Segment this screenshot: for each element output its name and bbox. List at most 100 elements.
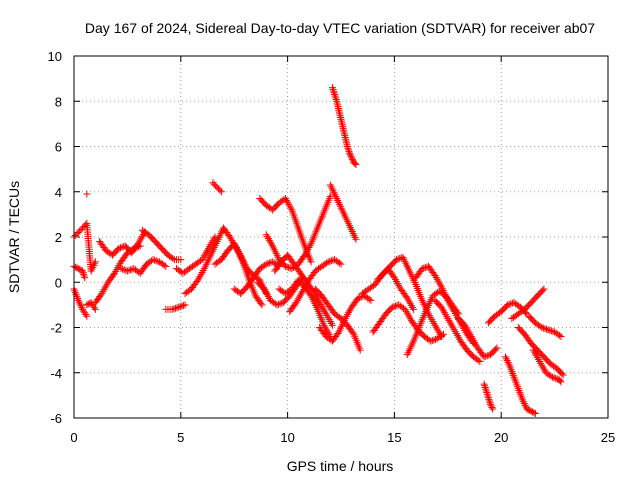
data-point	[177, 256, 185, 264]
data-point	[335, 259, 343, 267]
y-tick-label: -6	[50, 411, 62, 426]
data-point	[484, 394, 492, 402]
x-tick-label: 5	[177, 430, 184, 445]
data-point	[169, 254, 177, 262]
data-point	[346, 151, 354, 159]
data-point	[213, 183, 221, 191]
data-point	[347, 152, 355, 160]
data-point	[524, 406, 532, 414]
x-tick-label: 10	[280, 430, 294, 445]
y-tick-label: 6	[55, 140, 62, 155]
data-point	[264, 260, 272, 268]
data-point	[557, 378, 565, 386]
x-axis-label: GPS time / hours	[287, 458, 394, 474]
data-point	[505, 300, 513, 308]
data-point	[483, 390, 491, 398]
data-point	[482, 352, 490, 360]
data-point	[76, 265, 84, 273]
data-point	[538, 324, 546, 331]
series-sat08	[117, 256, 170, 277]
data-point	[365, 295, 373, 303]
data-point	[83, 190, 91, 198]
series-sat03	[70, 262, 89, 282]
series-sat26	[316, 292, 375, 345]
data-point	[352, 235, 360, 243]
data-point	[326, 257, 334, 265]
data-point	[80, 222, 88, 230]
data-point	[505, 360, 513, 368]
data-point	[523, 405, 531, 413]
data-point	[555, 331, 563, 339]
data-point	[275, 300, 283, 308]
data-point	[267, 258, 275, 266]
data-point	[76, 300, 84, 308]
series-sat38	[508, 285, 548, 322]
series-sat07	[96, 228, 148, 259]
data-point	[212, 182, 220, 190]
data-point	[440, 330, 448, 338]
series-sat36	[501, 353, 539, 417]
data-point	[559, 371, 567, 379]
data-point	[390, 303, 398, 311]
x-tick-label: 25	[601, 430, 615, 445]
series-sat02	[70, 285, 91, 320]
data-point	[257, 299, 265, 307]
data-point	[483, 352, 491, 360]
data-point	[526, 406, 534, 414]
data-point	[162, 262, 170, 270]
y-axis-label: SDTVAR / TECUs	[6, 181, 22, 293]
data-point	[89, 263, 97, 271]
data-point	[328, 84, 336, 92]
data-point	[79, 269, 87, 277]
data-point	[527, 407, 535, 415]
data-point	[209, 179, 217, 187]
series-sat32	[431, 296, 484, 365]
data-point	[539, 324, 547, 332]
data-point	[331, 90, 339, 98]
data-point	[90, 262, 98, 270]
data-point	[123, 267, 131, 275]
x-tick-labels: 0 5 10 15 20 25	[70, 430, 615, 445]
data-point	[324, 258, 332, 266]
data-point	[344, 146, 352, 154]
data-point	[77, 225, 85, 233]
data-point	[83, 312, 91, 320]
data-point	[128, 265, 136, 273]
data-point	[91, 258, 99, 266]
data-point	[332, 94, 340, 102]
series-sat22	[286, 256, 345, 316]
data-point	[330, 89, 338, 97]
data-point	[558, 370, 566, 378]
data-point	[352, 161, 360, 169]
data-point	[73, 264, 81, 272]
data-point	[329, 85, 337, 93]
data-point	[548, 373, 556, 381]
series-sat39	[525, 312, 565, 341]
data-point	[388, 303, 396, 311]
data-point	[547, 327, 555, 335]
data-point	[543, 325, 551, 333]
data-point	[160, 261, 168, 269]
data-point	[262, 260, 270, 268]
data-point	[346, 149, 354, 157]
data-point	[329, 256, 337, 264]
data-point	[343, 143, 351, 150]
data-point	[541, 325, 549, 333]
data-point	[396, 254, 404, 262]
data-point	[502, 355, 510, 363]
data-point	[492, 345, 500, 353]
data-point	[179, 301, 187, 309]
data-point	[504, 301, 512, 309]
data-point	[332, 96, 340, 104]
data-point	[258, 301, 266, 309]
data-point	[546, 326, 554, 334]
data-point	[210, 180, 218, 188]
data-point	[393, 301, 401, 309]
data-point	[519, 398, 527, 406]
data-point	[430, 336, 438, 344]
data-point	[529, 408, 537, 416]
data-point	[549, 327, 557, 335]
data-point	[115, 244, 123, 252]
data-point	[77, 302, 85, 310]
data-point	[286, 264, 294, 272]
